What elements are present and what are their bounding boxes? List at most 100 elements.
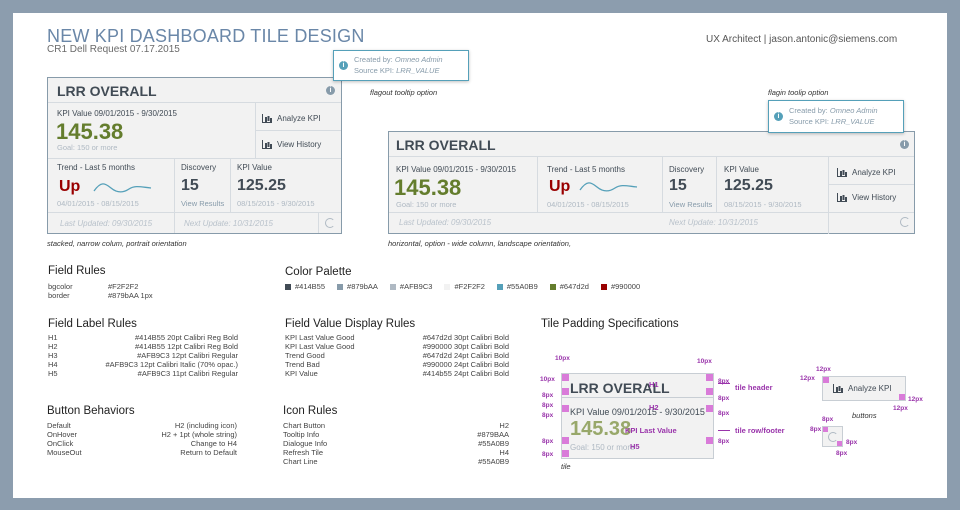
pad-label: 12px [800, 375, 815, 382]
discovery-value: 15 [181, 177, 199, 194]
rule-row: Chart Line #55A0B9 [283, 457, 509, 466]
analyze-kpi-button[interactable]: Analyze KPI [262, 114, 321, 123]
stacked-note: stacked, narrow colum, portrait orientat… [47, 239, 187, 248]
tooltip-created: Created by: Omneo Admin [354, 55, 443, 64]
info-icon: i [339, 61, 348, 70]
divider [537, 156, 538, 212]
flagin-tooltip: i Created by: Omneo Admin Source KPI: LR… [768, 100, 904, 133]
history-label: View History [852, 193, 897, 202]
rule-row: bgcolor #F2F2F2 [48, 282, 139, 291]
pad-label: 8px [846, 439, 858, 446]
palette-swatch: #879bAA [337, 282, 378, 291]
trend-label: Trend - Last 5 months [57, 163, 135, 172]
rule-row: H1 #414B55 20pt Calibri Reg Bold [48, 333, 238, 342]
divider [389, 156, 914, 157]
divider [662, 156, 663, 212]
view-results-link[interactable]: View Results [181, 199, 225, 208]
palette-swatch: #414B55 [285, 282, 325, 291]
view-history-button[interactable]: View History [262, 140, 321, 149]
kpi2-label: KPI Value [724, 165, 759, 174]
trend-value: Up [59, 178, 81, 195]
pad-label: 10px [697, 358, 712, 365]
padding-spec-title: Tile Padding Specifications [541, 318, 679, 330]
palette-swatch: #990000 [600, 282, 640, 291]
pad-tile-title: LRR OVERALL [570, 380, 670, 396]
page-subtitle: CR1 Dell Request 07.17.2015 [47, 44, 180, 55]
palette-swatch: #647d2d [549, 282, 589, 291]
rule-row: Default H2 (including icon) [47, 421, 237, 430]
last-updated: Last Updated: 09/30/2015 [60, 219, 153, 228]
tile-title: LRR OVERALL [57, 83, 157, 99]
button-behaviors-title: Button Behaviors [47, 405, 135, 417]
view-history-button[interactable]: View History [837, 193, 896, 202]
pad-label: 8px [718, 395, 730, 402]
padding-marker [706, 405, 713, 412]
tile-caption: tile [561, 462, 571, 471]
rule-row: Tooltip Info #879BAA [283, 430, 509, 439]
rule-row: Trend Bad #990000 24pt Calibri Bold [285, 360, 509, 369]
pad-label: 8px [542, 392, 554, 399]
pad-kpi-label: KPI Value 09/01/2015 - 9/30/2015 [570, 407, 705, 417]
field-value-rules-title: Field Value Display Rules [285, 318, 416, 330]
divider [48, 212, 341, 213]
kpi2-label: KPI Value [237, 163, 272, 172]
view-results-link[interactable]: View Results [669, 200, 713, 209]
padding-tile-diagram: LRR OVERALL H1 KPI Value 09/01/2015 - 9/… [561, 373, 714, 459]
chart-icon [262, 140, 272, 149]
h5-marker: H5 [630, 442, 640, 451]
padding-marker [562, 388, 569, 395]
pad-analyze-button[interactable]: Analyze KPI [833, 384, 892, 393]
pad-label: 8px [822, 416, 834, 423]
analyze-kpi-button[interactable]: Analyze KPI [837, 168, 896, 177]
kpi2-value: 125.25 [237, 177, 286, 194]
field-value-rules-list: KPI Last Value Good #647d2d 30pt Calibri … [285, 333, 509, 378]
padding-marker [562, 437, 569, 444]
padding-marker [899, 394, 905, 400]
discovery-label: Discovery [181, 163, 217, 172]
refresh-icon[interactable] [828, 432, 838, 442]
padding-marker [562, 405, 569, 412]
padding-refresh-diagram [822, 426, 843, 447]
chart-icon [833, 384, 843, 393]
padding-marker [706, 374, 713, 381]
tile-header-annotation: tile header [735, 383, 773, 392]
pad-label: 8px [718, 378, 730, 385]
divider [174, 158, 175, 212]
refresh-icon[interactable] [900, 217, 910, 227]
kpi2-dates: 08/15/2015 - 9/30/2015 [237, 199, 315, 208]
analyze-label: Analyze KPI [277, 114, 321, 123]
flagout-note: flagout tooltip option [370, 88, 438, 97]
last-updated: Last Updated: 09/30/2015 [399, 218, 492, 227]
trend-sparkline [93, 183, 152, 193]
info-icon[interactable]: i [326, 86, 335, 95]
padding-marker [823, 377, 829, 383]
kpi2-value: 125.25 [724, 177, 773, 194]
palette-swatch: #F2F2F2 [444, 282, 485, 291]
trend-value: Up [549, 178, 571, 195]
color-palette-title: Color Palette [285, 266, 352, 278]
kpi-goal: Goal: 150 or more [57, 143, 118, 152]
tile-row-annotation: tile row/footer [735, 426, 785, 435]
trend-sparkline [579, 182, 638, 192]
rule-row: KPI Last Value Good #647d2d 30pt Calibri … [285, 333, 509, 342]
next-update: Next Update: 10/31/2015 [184, 219, 273, 228]
pad-label: 8px [810, 426, 822, 433]
pad-label: 12px [816, 366, 831, 373]
pad-label: 8px [542, 402, 554, 409]
info-icon[interactable]: i [900, 140, 909, 149]
connector-line [718, 383, 730, 384]
discovery-value: 15 [669, 177, 687, 194]
kpi-tile-stacked: LRR OVERALL i KPI Value 09/01/2015 - 9/3… [47, 77, 342, 234]
kpi-tile-horizontal: LRR OVERALL i KPI Value 09/01/2015 - 9/3… [388, 131, 915, 234]
flagout-tooltip: i Created by: Omneo Admin Source KPI: LR… [333, 50, 469, 81]
padding-marker [706, 437, 713, 444]
divider [230, 158, 231, 212]
kpi-value: 145.38 [56, 119, 124, 144]
divider [174, 212, 175, 233]
trend-dates: 04/01/2015 - 08/15/2015 [57, 199, 139, 208]
refresh-icon[interactable] [325, 218, 335, 228]
rule-row: Refresh Tile H4 [283, 448, 509, 457]
page-title: NEW KPI DASHBOARD TILE DESIGN [47, 26, 365, 46]
palette-swatch: #55A0B9 [496, 282, 538, 291]
field-rules-list: bgcolor #F2F2F2 border #879bAA 1px [48, 282, 208, 300]
